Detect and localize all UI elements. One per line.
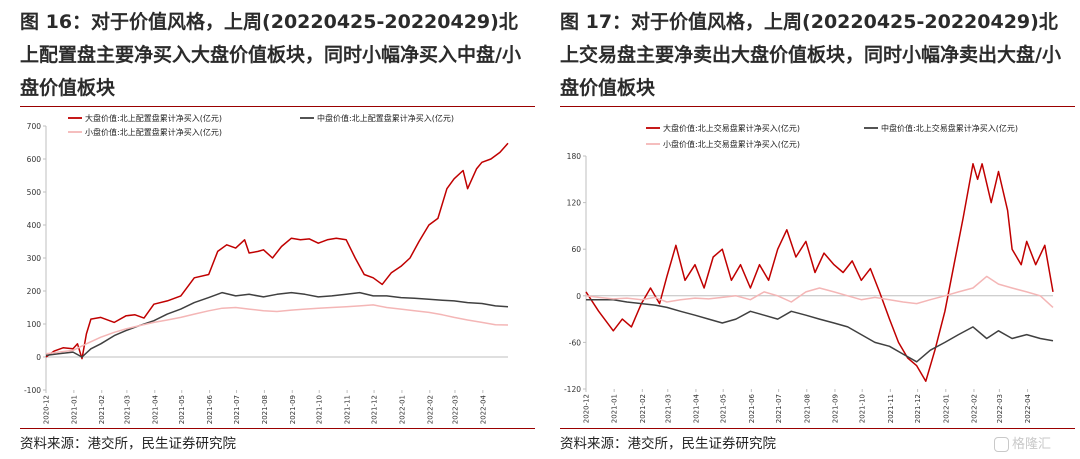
figure-17-source: 资料来源：港交所，民生证券研究院 <box>560 436 776 452</box>
y-tick-label: -120 <box>564 385 581 394</box>
x-tick-label: 2021-10 <box>859 394 867 423</box>
watermark-logo: 格隆汇 <box>994 433 1076 453</box>
legend-label: 中盘价值:北上交易盘累计净买入(亿元) <box>881 123 1018 133</box>
x-tick-label: 2022-04 <box>479 394 487 424</box>
legend-label: 小盘价值:北上交易盘累计净买入(亿元) <box>663 139 800 149</box>
y-tick-label: 300 <box>27 254 42 263</box>
legend-label: 大盘价值:北上交易盘累计净买入(亿元) <box>663 123 800 133</box>
legend-label: 大盘价值:北上配置盘累计净买入(亿元) <box>85 113 222 123</box>
y-tick-label: 700 <box>27 122 42 131</box>
x-tick-label: 2021-01 <box>611 394 619 423</box>
x-tick-label: 2020-12 <box>43 395 51 424</box>
x-tick-label: 2021-02 <box>98 395 106 424</box>
figure-17-panel: 图 17：对于价值风格，上周(20220425-20220429)北上交易盘主要… <box>548 0 1078 459</box>
y-tick-label: 60 <box>571 245 581 254</box>
series-line-2 <box>45 304 509 355</box>
x-tick-label: 2022-03 <box>451 395 459 424</box>
y-tick-label: -100 <box>24 386 41 395</box>
series-line-1 <box>45 291 509 358</box>
x-tick-label: 2021-08 <box>261 395 269 424</box>
y-tick-label: 600 <box>27 155 42 164</box>
x-tick-label: 2022-02 <box>426 395 434 424</box>
x-tick-label: 2021-10 <box>316 395 324 424</box>
x-tick-label: 2021-06 <box>748 393 756 423</box>
x-tick-label: 2022-03 <box>996 394 1004 423</box>
y-tick-label: -60 <box>569 338 581 347</box>
x-tick-label: 2021-11 <box>887 394 895 423</box>
x-tick-label: 2021-01 <box>70 395 78 424</box>
y-tick-label: 120 <box>567 199 582 208</box>
figure-16-title: 图 16：对于价值风格，上周(20220425-20220429)北上配置盘主要… <box>20 11 521 99</box>
x-tick-label: 2021-09 <box>831 394 839 423</box>
title-divider <box>560 106 1075 107</box>
x-tick-label: 2021-12 <box>914 394 922 423</box>
y-tick-label: 200 <box>27 287 42 296</box>
source-divider <box>20 428 535 429</box>
x-tick-label: 2021-03 <box>664 394 672 423</box>
figure-16-panel: 图 16：对于价值风格，上周(20220425-20220429)北上配置盘主要… <box>8 0 538 459</box>
x-tick-label: 2022-01 <box>942 394 950 423</box>
series-line-0 <box>45 142 509 360</box>
x-tick-label: 2021-04 <box>151 394 159 424</box>
x-tick-label: 2022-02 <box>970 394 978 423</box>
x-tick-label: 2021-11 <box>344 395 352 424</box>
series-line-0 <box>585 163 1054 382</box>
x-tick-label: 2021-03 <box>123 395 131 424</box>
legend-label: 中盘价值:北上配置盘累计净买入(亿元) <box>317 113 454 123</box>
x-tick-label: 2021-05 <box>720 394 728 423</box>
y-tick-label: 0 <box>576 292 581 301</box>
y-tick-label: 100 <box>27 320 42 329</box>
watermark-text: 格隆汇 <box>1012 437 1052 452</box>
y-tick-label: 180 <box>567 152 582 161</box>
x-tick-label: 2021-07 <box>233 395 241 424</box>
x-tick-label: 2020-12 <box>583 394 591 423</box>
x-tick-label: 2021-06 <box>206 394 214 424</box>
x-tick-label: 2021-09 <box>289 395 297 424</box>
x-tick-label: 2021-04 <box>692 393 700 423</box>
legend-label: 小盘价值:北上配置盘累计净买入(亿元) <box>85 127 222 137</box>
series-line-1 <box>586 298 1054 363</box>
x-tick-label: 2021-02 <box>639 394 647 423</box>
y-tick-label: 0 <box>36 353 41 362</box>
figure-17-title: 图 17：对于价值风格，上周(20220425-20220429)北上交易盘主要… <box>560 11 1061 99</box>
figure-17-chart: -120 -60 0 60 120 180 2020-12 2021-01 2021-02 202… <box>564 123 1054 423</box>
logo-icon <box>994 437 1009 452</box>
x-tick-label: 2022-04 <box>1024 393 1032 423</box>
figure-16-chart: -100 0 100 200 300 400 500 600 700 2020-12 2021-01… <box>24 113 509 424</box>
x-tick-label: 2021-05 <box>178 395 186 424</box>
x-tick-label: 2021-08 <box>803 394 811 423</box>
y-tick-label: 400 <box>27 221 42 230</box>
x-tick-label: 2021-07 <box>775 394 783 423</box>
x-tick-label: 2021-12 <box>371 395 379 424</box>
series-line-2 <box>585 275 1054 308</box>
y-tick-label: 500 <box>27 188 42 197</box>
figure-16-source: 资料来源：港交所，民生证券研究院 <box>20 436 236 452</box>
x-tick-label: 2022-01 <box>398 395 406 424</box>
source-divider <box>560 428 1075 429</box>
title-divider <box>20 106 535 107</box>
